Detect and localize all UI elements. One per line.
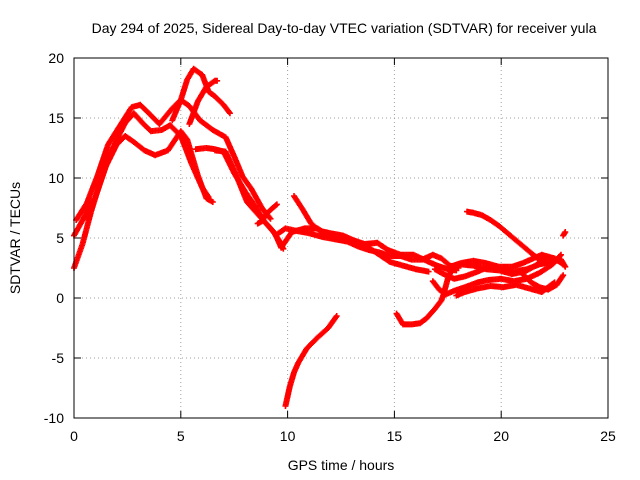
x-tick-label: 5 <box>177 428 185 444</box>
y-axis-label: SDTVAR / TECUs <box>7 182 23 294</box>
series-arc-20 <box>519 271 567 293</box>
data-point <box>333 313 340 319</box>
x-tick-label: 10 <box>280 428 296 444</box>
y-tick-label: 5 <box>56 230 64 246</box>
series-arc-12 <box>282 313 340 409</box>
chart-title: Day 294 of 2025, Sidereal Day-to-day VTE… <box>92 20 597 36</box>
data-markers <box>71 65 569 409</box>
data-point <box>267 215 274 222</box>
series-arc-19 <box>560 229 569 239</box>
x-axis-label: GPS time / hours <box>288 457 395 473</box>
data-point <box>254 220 261 227</box>
y-tick-label: -10 <box>44 410 64 426</box>
x-tick-label: 25 <box>600 428 616 444</box>
plot-frame <box>73 57 609 419</box>
y-tick-label: 10 <box>48 170 64 186</box>
y-tick-label: -5 <box>52 350 65 366</box>
data-point <box>560 261 567 268</box>
y-tick-label: 0 <box>56 290 64 306</box>
data-point <box>562 229 569 235</box>
y-tick-label: 15 <box>48 110 64 126</box>
data-point <box>559 273 566 280</box>
tick-labels: 0 5 10 15 20 25 -10 -5 0 5 10 15 20 <box>44 50 616 444</box>
x-tick-label: 15 <box>387 428 403 444</box>
series-arc-14 <box>429 251 565 298</box>
data-point <box>425 268 432 275</box>
series-arc-2 <box>71 128 216 239</box>
series-arc-16 <box>446 251 567 270</box>
series-arc-4 <box>169 65 233 124</box>
series-arc-11 <box>278 225 432 275</box>
series-arc-17 <box>453 279 558 299</box>
y-tick-label: 20 <box>48 50 64 66</box>
data-point <box>209 199 216 205</box>
data-point <box>543 259 550 265</box>
data-point <box>214 77 221 84</box>
series-arc-10 <box>254 201 280 227</box>
x-tick-label: 0 <box>70 428 78 444</box>
x-tick-label: 20 <box>493 428 509 444</box>
data-point <box>560 272 567 279</box>
series-arc-18 <box>464 208 550 265</box>
grid-lines <box>74 58 608 418</box>
series-arc-5 <box>186 77 221 127</box>
data-point <box>226 110 233 117</box>
